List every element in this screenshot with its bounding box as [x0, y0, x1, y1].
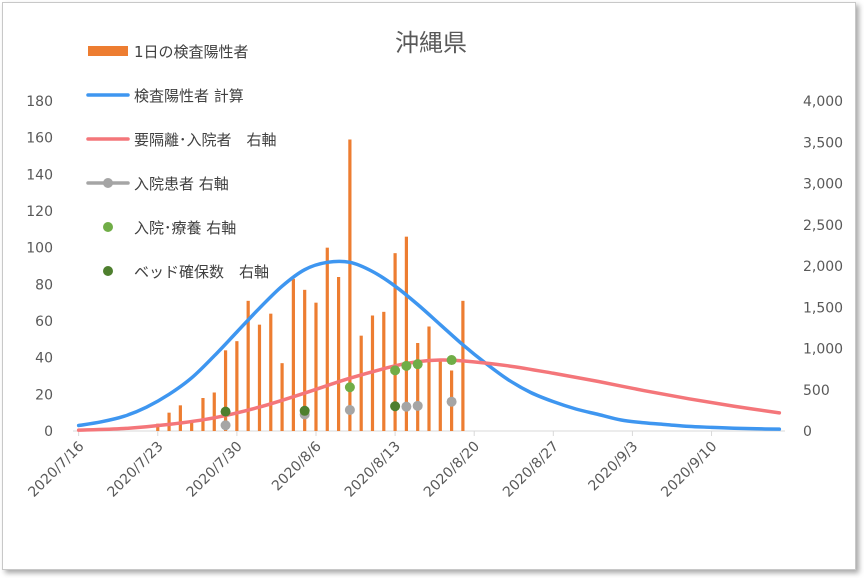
y-right-tick-label: 0 [803, 424, 812, 440]
in-and-recovery-point [446, 355, 457, 366]
legend-label: 要隔離･入院者 右軸 [134, 131, 277, 149]
y-left-tick-label: 180 [26, 94, 53, 110]
y-right-tick-label: 1,500 [803, 300, 843, 316]
legend-label: ベッド確保数 右軸 [134, 263, 269, 281]
bar [359, 335, 363, 431]
x-tick-label: 2020/8/6 [269, 438, 325, 494]
y-right-tick-label: 2,500 [803, 218, 843, 234]
y-left-tick-label: 80 [35, 277, 53, 293]
bar [190, 420, 194, 431]
y-left-tick-label: 100 [26, 241, 53, 257]
y-left-tick-label: 0 [44, 424, 53, 440]
bar [212, 392, 216, 431]
beds-point [220, 406, 231, 417]
x-tick-label: 2020/8/13 [342, 439, 404, 501]
legend-swatch-point [103, 222, 113, 232]
y-right-tick-label: 500 [803, 383, 830, 399]
x-tick-label: 2020/7/16 [25, 438, 87, 500]
bar [246, 300, 250, 431]
line-series [76, 259, 782, 432]
inpatient-point [446, 396, 457, 407]
y-right-tick-label: 3,500 [803, 135, 843, 151]
y-left-tick-label: 120 [26, 204, 53, 220]
bar [291, 278, 295, 431]
bar [382, 311, 386, 431]
x-tick-label: 2020/7/23 [105, 439, 167, 501]
chart-frame: 沖縄県 0 20 40 60 80 100 120 140 160 180 0 500 1,000 1,5… [2, 2, 856, 570]
inpatient-point [401, 401, 412, 412]
bar [201, 398, 205, 431]
bar [167, 412, 171, 431]
chart: 沖縄県 0 20 40 60 80 100 120 140 160 180 0 500 1,000 1,5… [25, 29, 843, 501]
legend-swatch-bar [88, 46, 128, 56]
inpatient-point [412, 400, 423, 411]
in-and-recovery-point [390, 365, 401, 376]
x-tick-label: 2020/7/30 [184, 439, 246, 501]
bar [461, 300, 465, 431]
bar [438, 361, 442, 431]
x-tick-label: 2020/8/20 [421, 439, 483, 501]
beds-point [390, 401, 401, 412]
bar [235, 341, 239, 431]
in-and-recovery-point [344, 382, 355, 393]
y-right-tick-label: 2,000 [803, 259, 843, 275]
inpatient-point [344, 404, 355, 415]
bar [325, 247, 329, 431]
bar [303, 289, 307, 431]
bar [427, 326, 431, 431]
y-left-tick-label: 20 [35, 387, 53, 403]
scatter-series [220, 355, 457, 431]
hospital-line [76, 358, 782, 432]
y-left-tick-label: 60 [35, 314, 53, 330]
x-tick-label: 2020/8/27 [500, 439, 562, 501]
y-right-tick-label: 4,000 [803, 94, 843, 110]
legend-swatch-point [103, 178, 113, 188]
bar [280, 363, 284, 431]
bar [393, 253, 397, 431]
bar [223, 350, 228, 431]
inpatient-point [220, 420, 231, 431]
axes: 0 20 40 60 80 100 120 140 160 180 0 500 1,000 1,500 2,… [25, 94, 843, 501]
y-right-tick-label: 1,000 [803, 342, 843, 358]
beds-point [299, 405, 310, 416]
x-tick-label: 2020/9/10 [658, 439, 720, 501]
legend-label: 入院患者 右軸 [134, 175, 229, 193]
y-left-tick-label: 40 [35, 351, 53, 367]
y-right-tick-label: 3,000 [803, 177, 843, 193]
legend-swatch-point [103, 266, 113, 276]
y-left-tick-label: 160 [26, 131, 53, 147]
bar [269, 313, 273, 431]
legend-label: 検査陽性者 計算 [134, 87, 244, 105]
in-and-recovery-point [401, 360, 412, 371]
chart-title: 沖縄県 [395, 29, 467, 57]
legend-label: 入院･療養 右軸 [134, 219, 236, 237]
bar [314, 302, 318, 431]
bar [348, 139, 352, 431]
in-and-recovery-point [412, 359, 423, 370]
bar [178, 405, 182, 431]
bar [257, 324, 262, 431]
calc-line [76, 259, 782, 431]
bar [416, 343, 420, 431]
x-tick-label: 2020/9/3 [585, 439, 641, 495]
bar [336, 277, 341, 431]
y-left-tick-label: 140 [26, 167, 53, 183]
legend-label: 1日の検査陽性者 [134, 43, 249, 61]
bar [404, 236, 408, 431]
